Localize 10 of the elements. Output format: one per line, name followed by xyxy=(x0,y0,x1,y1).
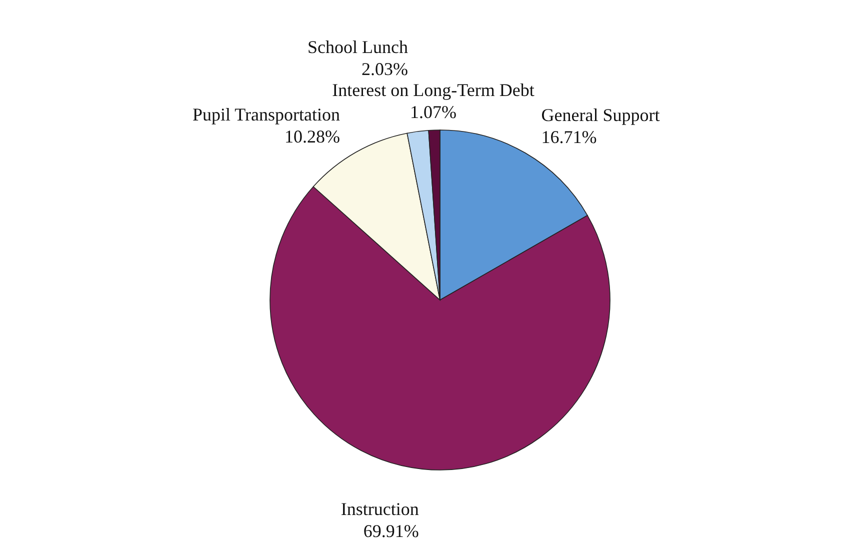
slice-label: General Support xyxy=(541,105,660,126)
data-label: 10.28% xyxy=(284,126,340,146)
slice-label: Instruction xyxy=(340,498,419,519)
slice-label: School Lunch xyxy=(307,37,408,58)
data-label: 2.03% xyxy=(361,59,408,80)
data-label: 16.71% xyxy=(541,127,597,148)
slice-label: Pupil Transportation xyxy=(192,104,340,124)
slice-label: Interest on Long-Term Debt xyxy=(332,80,534,100)
data-label: 1.07% xyxy=(410,102,457,122)
data-label: 69.91% xyxy=(363,520,419,541)
